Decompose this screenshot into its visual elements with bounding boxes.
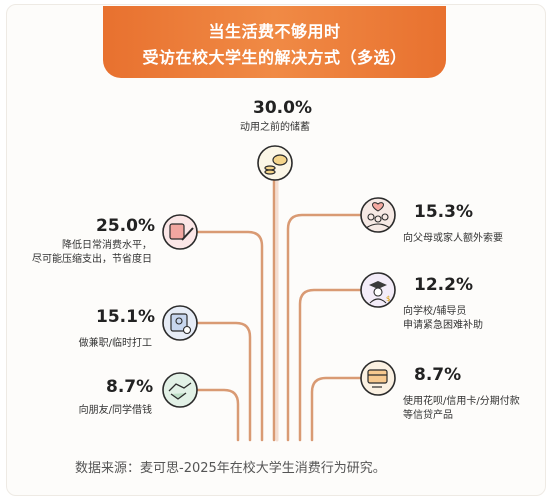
category-label-credit-line1: 使用花呗/信用卡/分期付款 — [403, 396, 520, 407]
category-label-school-line1: 向学校/辅导员 — [403, 306, 467, 317]
data-label-savings: 30.0% — [253, 98, 312, 118]
category-label-friends: 向朋友/同学借钱 — [78, 405, 152, 416]
icon-reduce — [162, 214, 198, 250]
icon-friends — [162, 372, 198, 408]
stem-parents — [286, 213, 364, 442]
chart-title-banner: 当生活费不够用时 受访在校大学生的解决方式（多选） — [103, 6, 446, 78]
icon-credit — [360, 360, 396, 396]
chart-title-line1: 当生活费不够用时 — [208, 22, 341, 41]
data-label-school: 12.2% — [414, 275, 473, 295]
category-label-savings: 动用之前的储蓄 — [240, 122, 310, 133]
category-label-reduce-line1: 降低日常消费水平， — [62, 240, 152, 251]
category-label-school-line2: 申请紧急困难补助 — [403, 320, 483, 331]
stem-school — [298, 288, 364, 442]
stem-parttime — [194, 321, 252, 442]
category-label-reduce: 降低日常消费水平， 尽可能压缩支出，节省度日 — [20, 239, 152, 267]
data-label-reduce: 25.0% — [96, 216, 155, 236]
category-label-reduce-line2: 尽可能压缩支出，节省度日 — [32, 254, 152, 265]
source-note: 数据来源：麦可思-2025年在校大学生消费行为研究。 — [75, 461, 386, 476]
stem-credit — [310, 376, 364, 442]
category-label-school: 向学校/辅导员 申请紧急困难补助 — [403, 305, 483, 333]
category-label-parents: 向父母或家人额外索要 — [403, 233, 503, 244]
icon-parents — [360, 197, 396, 233]
svg-text:$: $ — [386, 295, 390, 303]
icon-savings — [257, 145, 293, 181]
category-label-credit: 使用花呗/信用卡/分期付款 等信贷产品 — [403, 395, 520, 423]
icon-parttime — [162, 305, 198, 341]
category-label-credit-line2: 等信贷产品 — [403, 410, 453, 421]
data-label-parttime: 15.1% — [96, 307, 155, 327]
stem-reduce — [194, 230, 264, 442]
data-label-parents: 15.3% — [414, 202, 473, 222]
category-label-parttime: 做兼职/临时打工 — [78, 338, 152, 349]
chart-title-line2: 受访在校大学生的解决方式（多选） — [142, 48, 407, 67]
data-label-credit: 8.7% — [414, 365, 462, 385]
stem-friends — [194, 388, 240, 442]
icon-school: $ — [360, 272, 396, 308]
data-label-friends: 8.7% — [106, 377, 154, 397]
